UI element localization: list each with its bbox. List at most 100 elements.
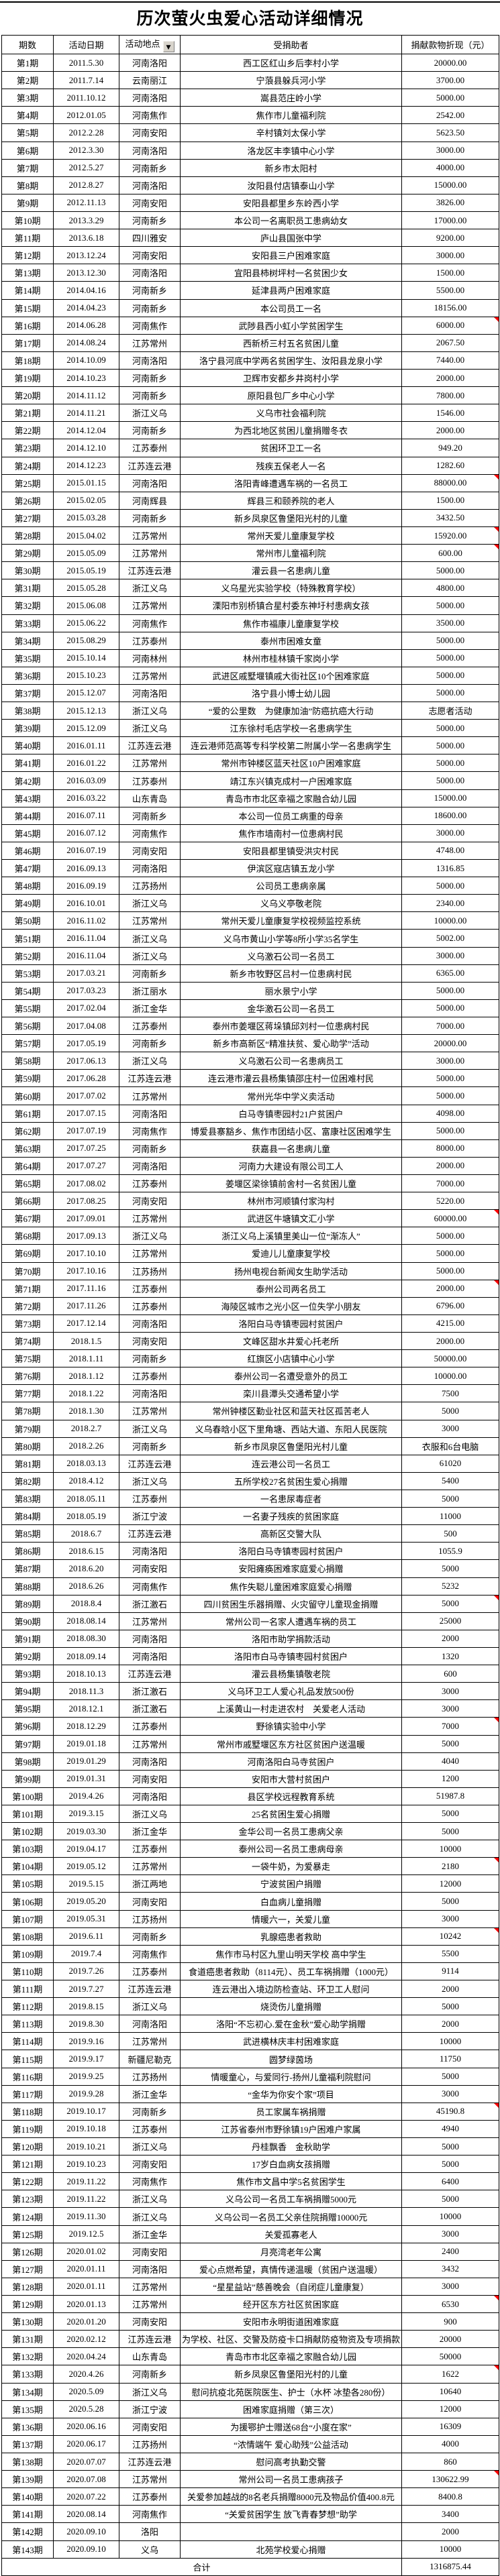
region-cell: 江苏连云港 <box>119 1665 181 1683</box>
recipient-cell: 安阳县都里乡东岭西小学 <box>180 193 402 212</box>
date-cell: 2019.6.11 <box>53 1927 119 1946</box>
table-row: 第92期 2018.09.14 河南洛阳 洛阳市白马寺镇枣园村贫困户 1320 <box>1 1646 499 1666</box>
value-cell: 7440.00 <box>401 351 499 370</box>
period-cell: 第47期 <box>1 859 54 878</box>
table-row: 第128期 2020.01.11 江苏常州 “星星益站”慈善晚会（自闭症儿童康复） 30… <box>1 2277 499 2296</box>
table-row: 第2期 2011.7.14 云南丽江 宁蒗县躲兵河小学 3700.00 <box>1 71 499 90</box>
date-cell: 2017.07.25 <box>53 1139 119 1158</box>
region-cell: 河南洛阳 <box>119 473 181 492</box>
region-cell: 河南洛阳 <box>119 1542 181 1561</box>
region-cell: 江苏常州 <box>119 2032 181 2051</box>
recipient-cell: 汝阳县付店镇泰山小学 <box>180 176 402 194</box>
value-cell: 3000 <box>401 1682 499 1701</box>
value-cell: 5000 <box>401 1734 499 1753</box>
value-cell: 3400 <box>401 2505 499 2524</box>
recipient-cell: 焦作市福康儿童康复学校 <box>180 614 402 632</box>
date-cell: 2018.1.12 <box>53 1367 119 1386</box>
period-cell: 第114期 <box>1 2032 54 2051</box>
table-row: 第16期 2014.06.28 河南焦作 武陟县西小虹小学贫困学生 6000.00 <box>1 316 499 335</box>
table-row: 第104期 2019.05.12 江苏常州 一袋牛奶，为爱暴走 2180 <box>1 1857 499 1876</box>
region-cell: 河南新乡 <box>119 281 181 300</box>
period-cell: 第141期 <box>1 2505 54 2524</box>
value-cell-with-comment-marker: 6530 <box>401 2294 499 2314</box>
recipient-cell: 常州天爱儿童康复学校视频监控系统 <box>180 911 402 930</box>
value-cell: 4098.00 <box>401 1104 499 1123</box>
date-cell: 2018.08.14 <box>53 1612 119 1630</box>
recipient-cell: 焦作市马村区九里山明天学校 高中学生 <box>180 1944 402 1963</box>
date-cell: 2020.02.12 <box>53 2330 119 2349</box>
value-cell: 5000.00 <box>401 666 499 685</box>
date-cell: 2020.01.20 <box>53 2312 119 2331</box>
date-cell: 2013.3.29 <box>53 211 119 230</box>
table-row: 第12期 2013.12.24 河南安阳 安阳县三户困难家庭 3000.00 <box>1 246 499 265</box>
region-cell: 河南洛阳 <box>119 1629 181 1648</box>
period-cell: 第7期 <box>1 158 54 177</box>
period-cell: 第48期 <box>1 877 54 895</box>
region-cell: 江苏连云港 <box>119 2452 181 2471</box>
value-cell: 3000.00 <box>401 141 499 160</box>
value-cell: 5000 <box>401 2137 499 2156</box>
value-cell: 3432.50 <box>401 508 499 527</box>
table-row: 第98期 2019.01.29 河南洛阳 河南洛阳白马寺贫困户 4040 <box>1 1752 499 1771</box>
region-cell: 义乌 <box>119 2540 181 2559</box>
period-cell: 第116期 <box>1 2067 54 2086</box>
date-cell: 2019.10.17 <box>53 2102 119 2121</box>
recipient-cell: 扬州电视台新闻女生助学活动 <box>180 1262 402 1280</box>
period-cell: 第40期 <box>1 736 54 755</box>
table-row: 第24期 2014.12.23 江苏连云港 残疾五保老人一名 1282.60 <box>1 456 499 475</box>
region-cell: 河南洛阳 <box>119 1787 181 1805</box>
value-cell: 1282.60 <box>401 456 499 475</box>
table-row: 第88期 2018.6.26 河南焦作 焦作失聪儿童困难家庭爱心捐赠 5232 <box>1 1577 499 1595</box>
region-cell: 江苏泰州 <box>119 439 181 457</box>
table-row: 第61期 2017.07.15 河南洛阳 白马寺镇枣园村21户贫困户 4098.00 <box>1 1104 499 1123</box>
period-cell: 第69期 <box>1 1244 54 1263</box>
date-cell: 2016.09.13 <box>53 859 119 878</box>
table-row: 第142期 2020.09.10 洛阳 2000 <box>1 2522 499 2541</box>
table-row: 第27期 2015.03.28 河南新乡 新乡凤泉区鲁堡阳光村的儿童 3432.50 <box>1 508 499 527</box>
period-cell: 第51期 <box>1 929 54 948</box>
date-cell: 2017.08.02 <box>53 1174 119 1193</box>
total-label: 合计 <box>1 2557 402 2576</box>
period-cell: 第43期 <box>1 789 54 807</box>
period-cell: 第135期 <box>1 2400 54 2418</box>
period-cell: 第76期 <box>1 1367 54 1386</box>
region-cell: 河南新乡 <box>119 2365 181 2384</box>
autofilter-dropdown-button[interactable]: ▼ <box>162 41 174 52</box>
value-cell: 1546.00 <box>401 404 499 423</box>
value-cell: 1320 <box>401 1646 499 1666</box>
date-cell: 2018.1.11 <box>53 1349 119 1368</box>
period-cell: 第49期 <box>1 894 54 913</box>
value-cell: 10000.00 <box>401 1367 499 1386</box>
period-cell: 第14期 <box>1 281 54 300</box>
region-cell: 江苏连云港 <box>119 2330 181 2349</box>
date-cell: 2018.10.13 <box>53 1665 119 1683</box>
value-cell: 20000.00 <box>401 1034 499 1053</box>
recipient-cell: 丽水景宁小学 <box>180 981 402 1000</box>
region-cell: 河南洛阳 <box>119 1314 181 1333</box>
recipient-cell: 常州市钟楼区蓝天社区10户困难家庭 <box>180 754 402 773</box>
table-row: 第34期 2015.08.29 江苏泰州 泰州市困难女童 5000.00 <box>1 631 499 650</box>
value-cell: 5000.00 <box>401 561 499 580</box>
table-row: 第125期 2019.12.5 浙江金华 关爱孤寡老人 3000 <box>1 2225 499 2243</box>
region-cell: 河南焦作 <box>119 2505 181 2524</box>
period-cell: 第64期 <box>1 1156 54 1176</box>
value-cell: 12000 <box>401 2400 499 2418</box>
region-cell: 河南安阳 <box>119 2417 181 2436</box>
value-cell: 衣服和6台电脑 <box>401 1437 499 1455</box>
date-cell: 2019.8.15 <box>53 1997 119 2016</box>
value-cell: 4940 <box>401 2119 499 2139</box>
table-row: 第134期 2020.5.09 浙江义乌 慰问抗疫北苑医院医生、护士（水杯 冰垫各28… <box>1 2382 499 2401</box>
region-cell: 河南焦作 <box>119 2172 181 2191</box>
table-row: 第74期 2018.1.5 河南安阳 文峰区甜水井爱心托老所 2000.00 <box>1 1331 499 1351</box>
value-cell-with-comment-marker: 5000 <box>401 1594 499 1613</box>
period-cell: 第131期 <box>1 2330 54 2349</box>
region-cell: 浙江义乌 <box>119 946 181 965</box>
recipient-cell: 四川贫困生乐器捐赠、火灾留守儿童现金捐赠 <box>180 1594 402 1613</box>
region-cell: 河南新乡 <box>119 386 181 405</box>
value-cell-with-comment-marker: 6000.00 <box>401 316 499 335</box>
period-cell: 第128期 <box>1 2277 54 2296</box>
region-cell: 江苏泰州 <box>119 771 181 790</box>
value-cell: 6365.00 <box>401 964 499 983</box>
value-cell: 2000.00 <box>401 421 499 440</box>
period-cell: 第6期 <box>1 141 54 160</box>
